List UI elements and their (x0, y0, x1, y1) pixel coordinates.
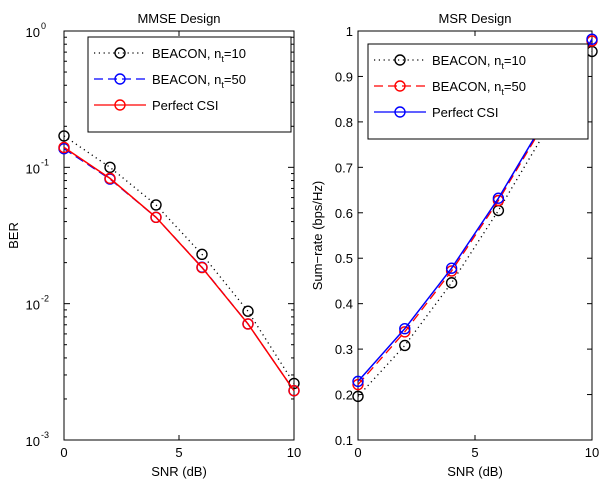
x-axis-label: SNR (dB) (447, 464, 503, 479)
x-tick-label: 0 (60, 445, 67, 460)
y-tick-label: 0.1 (335, 433, 353, 448)
legend-entry: BEACON, nt=10 (432, 53, 526, 71)
y-tick-label: 0.8 (335, 115, 353, 130)
y-tick-label-base: 10 (26, 161, 40, 176)
y-tick-label: 0.3 (335, 342, 353, 357)
legend-marker (114, 47, 126, 59)
legend-entry: Perfect CSI (152, 98, 218, 113)
y-tick-label: 0.9 (335, 69, 353, 84)
data-point-marker (196, 248, 208, 261)
legend-box (87, 36, 292, 133)
legend-entry-name: BEACON, n (432, 79, 501, 94)
series-line (357, 51, 593, 397)
legend-marker (114, 73, 126, 85)
data-point-marker (352, 375, 364, 388)
chart-panel-2: MSR Design 0 5 10 0.1 0.2 0.3 0.4 0.5 0.6 0.7 0.8 0.… (310, 11, 599, 479)
legend-entry-suffix: =10 (504, 53, 526, 68)
chart-title: MMSE Design (137, 11, 220, 26)
legend-entry-subscript: t (501, 87, 504, 97)
data-point-marker (242, 318, 254, 330)
y-tick-label-exponent: -2 (41, 294, 49, 304)
y-tick-label: 0.5 (335, 251, 353, 266)
legend-entry: BEACON, nt=50 (432, 79, 526, 97)
x-tick-label: 5 (471, 445, 478, 460)
y-tick-label-base: 10 (26, 434, 40, 449)
data-point-marker (445, 262, 458, 274)
series-1 (58, 130, 300, 390)
data-point-marker (399, 326, 411, 338)
legend-entry: BEACON, nt=10 (152, 46, 246, 64)
y-tick-label: 0.6 (335, 206, 353, 221)
y-tick-label: 0.4 (335, 297, 353, 312)
data-point-marker (352, 390, 364, 403)
y-tick-label-base: 10 (26, 298, 40, 313)
series-line (63, 146, 295, 392)
legend-entry-suffix: =50 (504, 79, 526, 94)
y-axis-label: Sum−rate (bps/Hz) (310, 181, 325, 290)
legend-entry-name: Perfect CSI (432, 105, 498, 120)
series-line (63, 135, 295, 384)
series-3 (58, 141, 300, 397)
data-point-marker (492, 192, 505, 204)
y-tick-label-exponent: 0 (41, 21, 46, 31)
legend-entry: BEACON, nt=50 (152, 72, 246, 90)
data-point-marker (150, 199, 162, 211)
legend-marker (394, 106, 406, 118)
data-point-marker (150, 211, 162, 224)
legend-entry-subscript: t (221, 80, 224, 90)
legend-marker (394, 80, 406, 92)
y-tick-label-base: 10 (26, 25, 40, 40)
legend-entry-name: BEACON, n (432, 53, 501, 68)
data-point-marker (196, 261, 208, 274)
data-point-marker (58, 141, 70, 154)
legend-entry-subscript: t (501, 61, 504, 71)
data-point-marker (399, 322, 411, 335)
y-tick-label: 0.7 (335, 160, 353, 175)
legend-marker (394, 54, 406, 66)
x-tick-label: 5 (175, 445, 182, 460)
legend-entry-suffix: =50 (224, 72, 246, 87)
legend-entry: Perfect CSI (432, 105, 498, 120)
y-axis-label: BER (6, 222, 21, 249)
y-tick-label-exponent: -3 (41, 430, 49, 440)
y-tick-label-exponent: -1 (41, 157, 49, 167)
data-point-marker (242, 305, 254, 317)
x-tick-label: 10 (585, 445, 599, 460)
y-tick-label: 0.2 (335, 388, 353, 403)
data-point-marker (104, 161, 116, 174)
legend-entry-name: Perfect CSI (152, 98, 218, 113)
data-point-marker (58, 130, 70, 142)
legend-entry-subscript: t (221, 54, 224, 64)
data-point-marker (445, 277, 458, 289)
chart-title: MSR Design (439, 11, 512, 26)
legend-marker (114, 99, 126, 111)
data-point-marker (104, 172, 116, 185)
legend-entry-suffix: =10 (224, 46, 246, 61)
x-axis-label: SNR (dB) (151, 464, 207, 479)
data-point-marker (586, 33, 598, 45)
data-point-marker (352, 378, 364, 391)
y-tick-label: 1 (346, 24, 353, 39)
legend-entry-name: BEACON, n (152, 72, 221, 87)
legend-entry-name: BEACON, n (152, 46, 221, 61)
data-point-marker (288, 384, 300, 397)
x-tick-label: 10 (287, 445, 301, 460)
data-point-marker (399, 339, 411, 352)
x-tick-label: 0 (354, 445, 361, 460)
